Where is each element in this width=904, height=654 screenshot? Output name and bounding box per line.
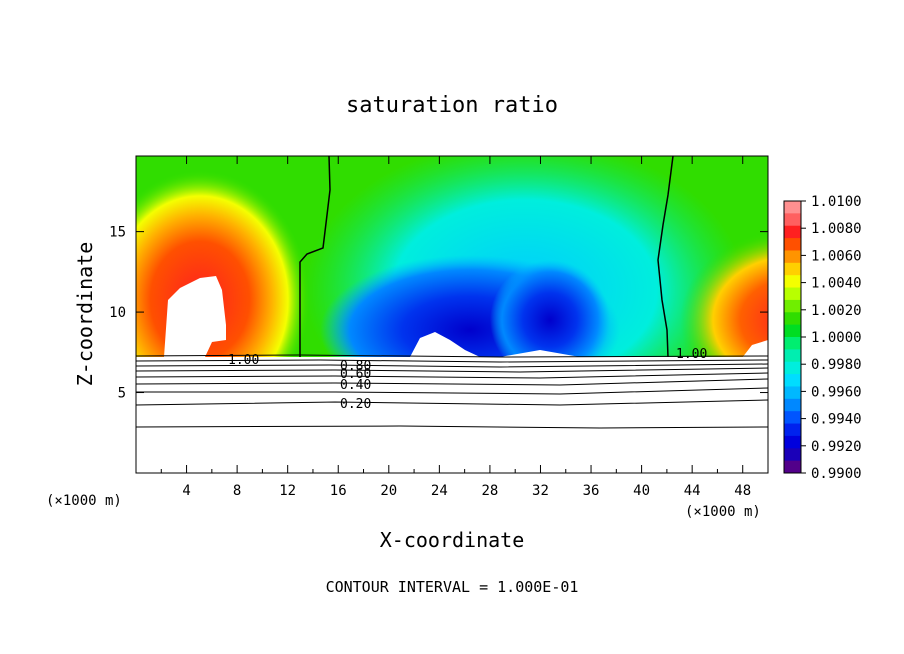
plot-frame: [135, 155, 769, 474]
x-tick-label: 8: [233, 483, 241, 499]
x-tick-label: 36: [583, 483, 600, 499]
colorbar-swatch: [784, 435, 801, 449]
contour-line: [135, 372, 769, 379]
colorbar-swatch: [784, 361, 801, 375]
contour-line: [135, 399, 769, 406]
colorbar-label: 1.0100: [811, 194, 862, 210]
x-tick-label: 4: [182, 483, 190, 499]
colorbar-swatch: [784, 287, 801, 301]
x-tick-label: 12: [279, 483, 296, 499]
contour-label: 0.20: [340, 397, 371, 412]
contour-label: 1.00: [676, 347, 707, 362]
bumps: [410, 332, 580, 357]
colorbar-label: 1.0040: [811, 276, 862, 292]
colorbar-swatch: [784, 213, 801, 227]
unsaturated-gap-right: [742, 340, 768, 358]
x-unit-right: (×1000 m): [685, 504, 761, 520]
contour-label: 1.00: [228, 353, 259, 368]
colorbar-label: 0.9960: [811, 384, 862, 400]
contour-label: 0.60: [340, 367, 371, 382]
contour-line: [135, 425, 769, 429]
colorbar-swatch: [784, 398, 801, 412]
x-tick-label: 44: [684, 483, 701, 499]
y-tick-label: 5: [118, 386, 126, 402]
colorbar-swatch: [784, 238, 801, 251]
colorbar-swatch: [784, 386, 801, 400]
saturation-field: [136, 156, 768, 473]
y-axis-label: Z-coordinate: [73, 242, 97, 387]
x-axis-ticks: 4 8 12 16 20 24 28 32 36 40 44 48: [160, 156, 751, 499]
colorbar-swatch: [784, 312, 801, 326]
colorbar-swatch: [784, 423, 801, 437]
colorbar-label: 0.9940: [811, 412, 862, 428]
x-tick-label: 28: [481, 483, 498, 499]
colorbar-label: 0.9980: [811, 357, 862, 373]
chart-title: saturation ratio: [346, 93, 558, 118]
contour-line: [136, 387, 769, 395]
contour-1-00-left: [299, 155, 331, 357]
x-tick-label: 32: [532, 483, 549, 499]
y-axis-ticks: 5 10 15: [109, 225, 768, 402]
colorbar-label: 1.0060: [811, 248, 862, 264]
contour-line: [135, 378, 769, 386]
colorbar-swatch: [784, 201, 801, 214]
unsaturated-gap-left: [164, 276, 226, 357]
x-axis-label: X-coordinate: [380, 528, 525, 552]
colorbar-swatch: [784, 225, 801, 239]
x-tick-label: 40: [633, 483, 650, 499]
colorbar-swatch: [784, 448, 801, 462]
contour-labels: 1.00 1.00 0.80 0.60 0.40 0.20: [228, 347, 707, 412]
contour-line: [135, 354, 769, 358]
contour-label: 0.80: [340, 359, 371, 374]
colorbar-swatch: [784, 411, 801, 425]
contour-interval-note: CONTOUR INTERVAL = 1.000E-01: [326, 578, 579, 596]
colorbar-swatch: [784, 324, 801, 338]
contour-line: [135, 367, 769, 373]
x-tick-label: 24: [431, 483, 448, 499]
colorbar-swatch: [784, 349, 801, 363]
below-cloud-region: [136, 357, 768, 473]
x-tick-label: 16: [330, 483, 347, 499]
colorbar-label: 1.0080: [811, 221, 862, 237]
y-tick-label: 15: [109, 225, 126, 241]
colorbar-label: 0.9920: [811, 439, 862, 455]
contour-line: [135, 359, 769, 363]
colorbar-swatch: [784, 250, 801, 264]
contour-line: [135, 363, 769, 368]
x-unit-left: (×1000 m): [46, 493, 122, 509]
x-tick-label: 48: [734, 483, 751, 499]
colorbar-label: 1.0020: [811, 303, 862, 319]
x-tick-label: 20: [380, 483, 397, 499]
blue-region-2: [490, 260, 610, 380]
contour-lines: [299, 155, 674, 358]
colorbar-swatch: [784, 262, 801, 276]
colorbar-label: 0.9900: [811, 466, 862, 482]
lower-contours: [135, 354, 769, 429]
colorbar-swatch: [784, 374, 801, 387]
y-tick-label: 10: [109, 305, 126, 321]
colorbar-swatch: [784, 337, 801, 350]
colorbar-swatch: [784, 275, 801, 289]
colorbar-swatch: [784, 460, 801, 474]
colorbar-swatch: [784, 299, 801, 313]
colorbar-label: 1.0000: [811, 330, 862, 346]
colorbar: 1.0100 1.0080 1.0060 1.0040 1.0020 1.0000 0.99…: [783, 194, 862, 482]
contour-label: 0.40: [340, 378, 371, 393]
contour-1-00-right: [657, 155, 674, 358]
